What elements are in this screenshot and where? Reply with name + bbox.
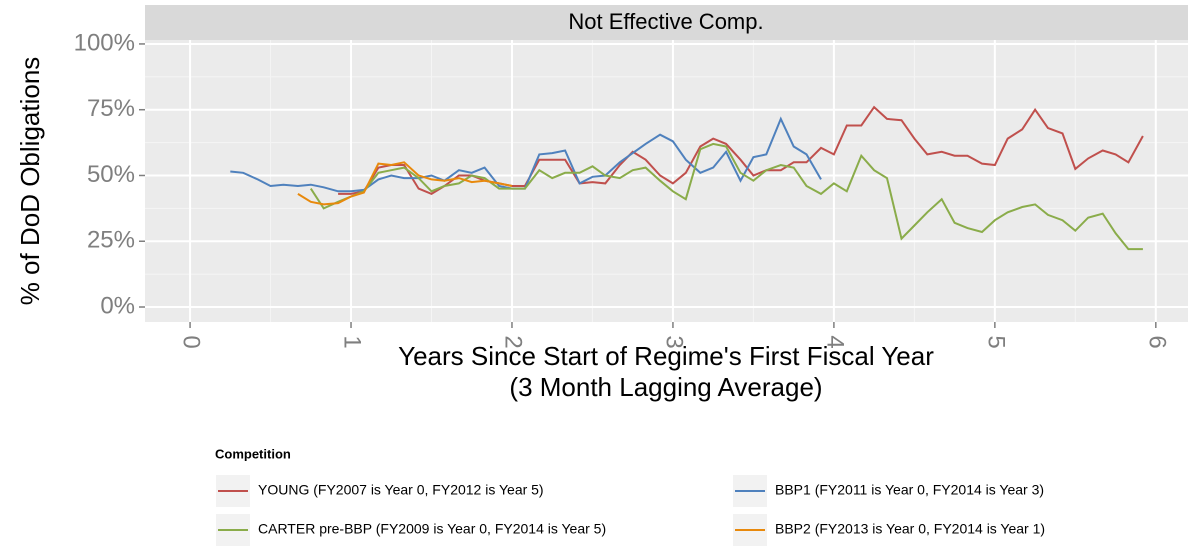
series-line — [297, 161, 513, 206]
y-tick-label: 0% — [100, 292, 135, 319]
y-tick-label: 75% — [87, 95, 135, 122]
x-tick-label: 3 — [661, 335, 688, 348]
x-tick-label: 6 — [1143, 335, 1170, 348]
series-line — [309, 142, 1143, 251]
legend-label: YOUNG (FY2007 is Year 0, FY2012 is Year … — [258, 482, 544, 498]
x-tick-label: 0 — [178, 335, 205, 348]
y-axis-title: % of DoD Obligations — [15, 57, 45, 306]
y-tick-label: 100% — [74, 29, 135, 56]
x-tick-label: 1 — [339, 335, 366, 348]
legend-label: BBP1 (FY2011 is Year 0, FY2014 is Year 3… — [775, 482, 1044, 498]
legend-title: Competition — [215, 446, 291, 461]
facet-label: Not Effective Comp. — [568, 9, 763, 34]
legend-label: CARTER pre-BBP (FY2009 is Year 0, FY2014… — [258, 521, 606, 537]
plot-panel — [145, 40, 1188, 322]
x-tick-label: 5 — [983, 335, 1010, 348]
x-tick-label: 2 — [500, 335, 527, 348]
x-tick-label: 4 — [822, 335, 849, 348]
y-tick-label: 25% — [87, 227, 135, 254]
x-axis-title: Years Since Start of Regime's First Fisc… — [398, 341, 934, 371]
facet-strip — [145, 5, 1188, 40]
y-tick-label: 50% — [87, 161, 135, 188]
legend-label: BBP2 (FY2013 is Year 0, FY2014 is Year 1… — [775, 521, 1045, 537]
x-axis-title: (3 Month Lagging Average) — [509, 372, 822, 402]
